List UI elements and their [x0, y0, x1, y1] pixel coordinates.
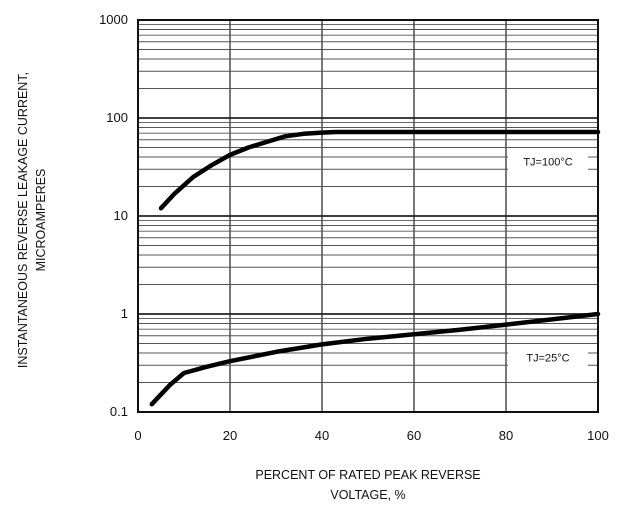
series-annotation: TJ=100°C: [508, 152, 588, 171]
y-tick-label: 10: [114, 208, 128, 223]
annotation-background: [508, 348, 588, 367]
annotation-background: [508, 152, 588, 171]
annotation-label: TJ=100°C: [523, 156, 572, 168]
x-tick-label: 100: [587, 428, 609, 443]
y-tick-label: 1: [121, 306, 128, 321]
series: [149, 129, 601, 407]
y-tick-label: 1000: [99, 12, 128, 27]
x-tick-label: 60: [407, 428, 421, 443]
x-tick-label: 80: [499, 428, 513, 443]
tick-labels: 0 20 40 60 80 100 0.1 1 10 100 1000: [99, 12, 609, 443]
series-line: [149, 311, 601, 407]
y-axis-title-line-1: INSTANTANEOUS REVERSE LEAKAGE CURRENT,: [16, 72, 30, 368]
x-axis-title: PERCENT OF RATED PEAK REVERSE VOLTAGE, %: [255, 468, 480, 502]
x-tick-label: 0: [134, 428, 141, 443]
annotation-label: TJ=25°C: [526, 352, 569, 364]
series-annotation: TJ=25°C: [508, 348, 588, 367]
y-axis-title: INSTANTANEOUS REVERSE LEAKAGE CURRENT, M…: [16, 72, 48, 368]
x-axis-title-line-1: PERCENT OF RATED PEAK REVERSE: [255, 468, 480, 482]
y-tick-label: 100: [106, 110, 128, 125]
x-tick-label: 40: [315, 428, 329, 443]
annotations: TJ=100°C TJ=25°C: [508, 152, 588, 367]
y-axis-title-line-2: MICROAMPERES: [34, 169, 48, 272]
plot-frame: [137, 19, 599, 413]
x-axis-title-line-2: VOLTAGE, %: [330, 488, 405, 502]
x-tick-label: 20: [223, 428, 237, 443]
series-line: [158, 129, 601, 211]
y-tick-label: 0.1: [110, 404, 128, 419]
